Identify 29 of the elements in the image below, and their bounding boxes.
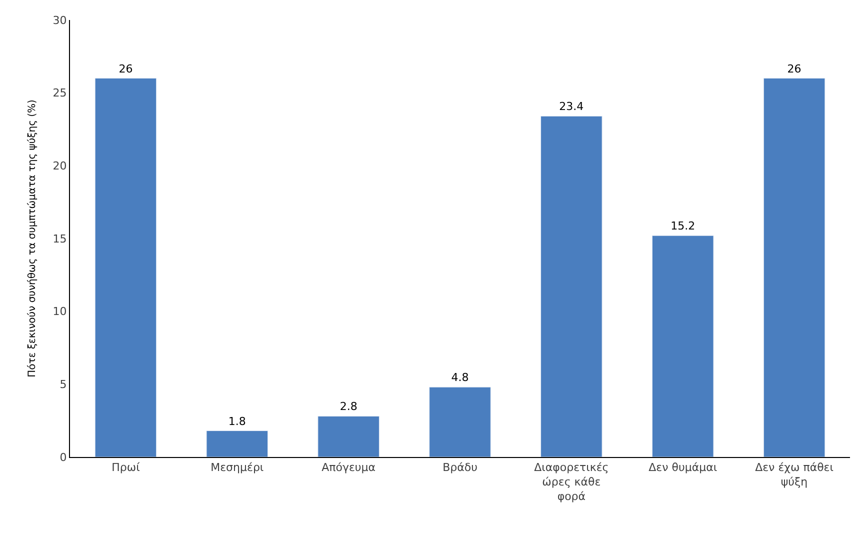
bar xyxy=(763,78,826,457)
x-tick-label: Βράδυ xyxy=(442,461,478,474)
y-tick-label: 10 xyxy=(52,305,67,318)
bar xyxy=(540,116,602,457)
x-tick-label: Δεν έχω πάθει ψύξη xyxy=(755,461,834,488)
data-label: 15.2 xyxy=(670,220,696,233)
data-label: 26 xyxy=(787,62,802,76)
bar xyxy=(206,430,268,457)
data-label: 2.8 xyxy=(340,400,358,414)
bar xyxy=(652,235,714,457)
x-tick-label: Μεσημέρι xyxy=(210,461,264,474)
x-tick-label: Απόγευμα xyxy=(322,461,376,474)
y-tick-label: 0 xyxy=(60,450,67,464)
y-tick-label: 15 xyxy=(52,232,67,246)
x-tick-label: Πρωί xyxy=(112,461,140,474)
y-axis-title: Πότε ξεκινούν συνήθως τα συμπτώματα της ψύξης (%) xyxy=(26,99,38,378)
bar xyxy=(429,386,491,457)
y-tick-label: 30 xyxy=(52,14,67,27)
data-label: 26 xyxy=(118,62,133,76)
bar xyxy=(318,416,380,457)
data-label: 4.8 xyxy=(451,371,469,384)
x-tick-label: Δεν θυμάμαι xyxy=(648,461,718,474)
y-tick-label: 25 xyxy=(52,86,67,100)
bar xyxy=(94,78,157,457)
data-label: 23.4 xyxy=(559,100,584,114)
y-tick-label: 20 xyxy=(52,160,67,173)
x-tick-label: Διαφορετικές ώρες κάθε φορά xyxy=(534,461,609,503)
y-tick-label: 5 xyxy=(60,378,67,392)
data-label: 1.8 xyxy=(228,414,246,428)
